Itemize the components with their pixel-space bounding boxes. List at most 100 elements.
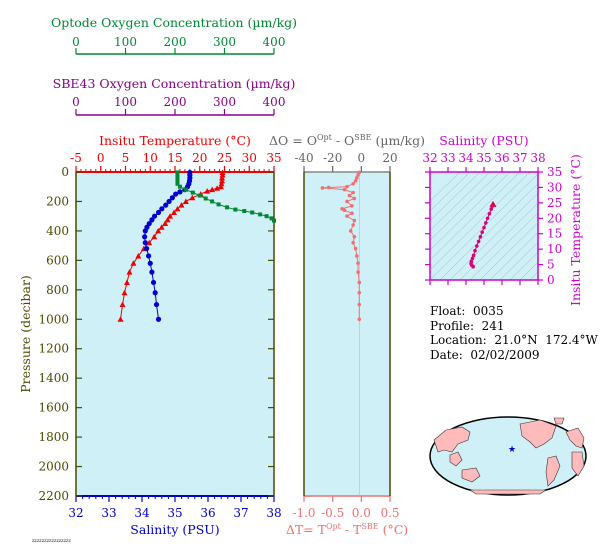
salinity-point	[169, 195, 175, 201]
temperature-point	[135, 252, 142, 259]
world-map: ★	[429, 416, 587, 496]
oxygen-point	[190, 190, 195, 195]
delta-o-title: ΔO = OOpt - OSBE (µm/kg)	[269, 133, 425, 148]
temperature-point	[209, 186, 216, 193]
delta-o-point	[345, 184, 349, 189]
density-contour	[479, 222, 538, 280]
delta-o-point	[356, 261, 360, 266]
temperature-axis-title: Insitu Temperature (°C)	[99, 133, 251, 148]
delta-o-point	[352, 196, 357, 201]
salinity-point	[177, 189, 183, 195]
ts-point	[480, 230, 485, 234]
oxygen-point	[197, 193, 202, 198]
temperature-point	[119, 301, 126, 308]
temperature-tick-label: 20	[192, 151, 207, 165]
temperature-point	[219, 177, 226, 184]
salinity-point	[159, 206, 165, 212]
temperature-point	[167, 213, 174, 219]
salinity-point	[166, 198, 172, 205]
temperature-point	[158, 224, 165, 230]
oxygen-point	[183, 187, 188, 192]
float-id: Float: 0035	[430, 304, 504, 318]
salinity-point	[152, 290, 158, 296]
ts-temperature-label: 35	[547, 165, 562, 179]
temperature-tick-label: 25	[217, 151, 232, 165]
ts-temperature-label: 10	[547, 242, 562, 256]
ts-temperature-label: 20	[547, 211, 562, 225]
ts-point	[470, 256, 475, 261]
delta-o-point	[347, 193, 352, 198]
delta-o-point	[320, 186, 325, 190]
main-panel-background	[76, 172, 274, 496]
delta-o-point	[353, 246, 358, 251]
temperature-point	[219, 174, 226, 181]
ts-point	[485, 216, 490, 221]
density-contour	[430, 172, 521, 261]
float-location-marker: ★	[508, 445, 516, 455]
oxygen-point	[203, 196, 208, 201]
pressure-label: 600	[46, 253, 69, 267]
delta-o-point	[326, 185, 331, 190]
temperature-point	[162, 220, 169, 227]
salinity-point	[155, 316, 162, 322]
temperature-tick-label: 35	[266, 151, 281, 165]
temperature-point	[174, 205, 181, 212]
density-contour	[469, 212, 538, 280]
delta-o-point	[351, 181, 355, 186]
profile-number: Profile: 241	[430, 318, 505, 333]
ts-point	[476, 239, 481, 244]
ts-point	[484, 221, 488, 225]
density-contour	[430, 172, 461, 202]
salinity-point	[147, 260, 153, 266]
temperature-point	[182, 198, 189, 204]
delta-t-label: 0.0	[352, 506, 371, 520]
ts-salinity-label: 35	[476, 151, 491, 165]
delta-t-label: -0.5	[321, 506, 344, 520]
ts-inset-panel: Salinity (PSU) Insitu Temperature (°C) 3…	[422, 133, 583, 306]
oxygen-point	[216, 202, 221, 207]
temperature-point	[204, 188, 211, 194]
salinity-point	[173, 191, 179, 197]
ts-point	[471, 264, 476, 269]
oxygen-point	[233, 207, 238, 212]
ts-temperature-label: 15	[547, 227, 562, 241]
delta-o-point	[351, 223, 355, 227]
delta-o-point	[348, 229, 353, 233]
oxygen-point	[258, 212, 263, 217]
salinity-point	[149, 269, 155, 275]
oxygen-point	[175, 172, 180, 177]
ts-point	[487, 211, 492, 216]
temperature-point	[218, 180, 225, 187]
density-contour	[430, 173, 538, 280]
temperature-point	[151, 233, 158, 240]
oxygen-point	[224, 205, 229, 210]
delta-o-point	[356, 270, 360, 274]
ts-salinity-label: 37	[512, 151, 527, 165]
sbe43-oxygen-axis: SBE43 Oxygen Concentration (µm/kg) 0 100 2…	[53, 76, 296, 116]
pressure-label: 1800	[38, 430, 69, 444]
oxygen-point	[242, 209, 247, 214]
delta-panel-background	[304, 172, 390, 496]
optode-oxygen-title: Optode Oxygen Concentration (µm/kg)	[51, 15, 297, 30]
temperature-tick-label: 0	[97, 151, 105, 165]
delta-o-point	[357, 290, 362, 295]
salinity-tick-label: 36	[200, 506, 215, 520]
sbe43-oxygen-title: SBE43 Oxygen Concentration (µm/kg)	[53, 76, 296, 91]
density-contour	[509, 251, 538, 280]
sbe43-tick-label: 100	[114, 95, 137, 109]
delta-o-tick-label: 20	[382, 151, 397, 165]
ts-temperature-label: 0	[547, 273, 555, 287]
salinity-point	[142, 234, 148, 240]
sbe43-tick-label: 300	[213, 95, 236, 109]
temperature-point	[123, 279, 130, 285]
oxygen-point	[175, 178, 180, 183]
density-contour	[459, 202, 538, 280]
oxygen-point	[272, 218, 276, 223]
salinity-point	[149, 217, 155, 223]
optode-tick-label: 400	[263, 35, 286, 49]
density-contour	[439, 183, 538, 280]
delta-t-label: 0.5	[380, 506, 399, 520]
pressure-label: 800	[46, 283, 69, 297]
ts-point	[475, 244, 479, 248]
salinity-point	[151, 213, 158, 219]
